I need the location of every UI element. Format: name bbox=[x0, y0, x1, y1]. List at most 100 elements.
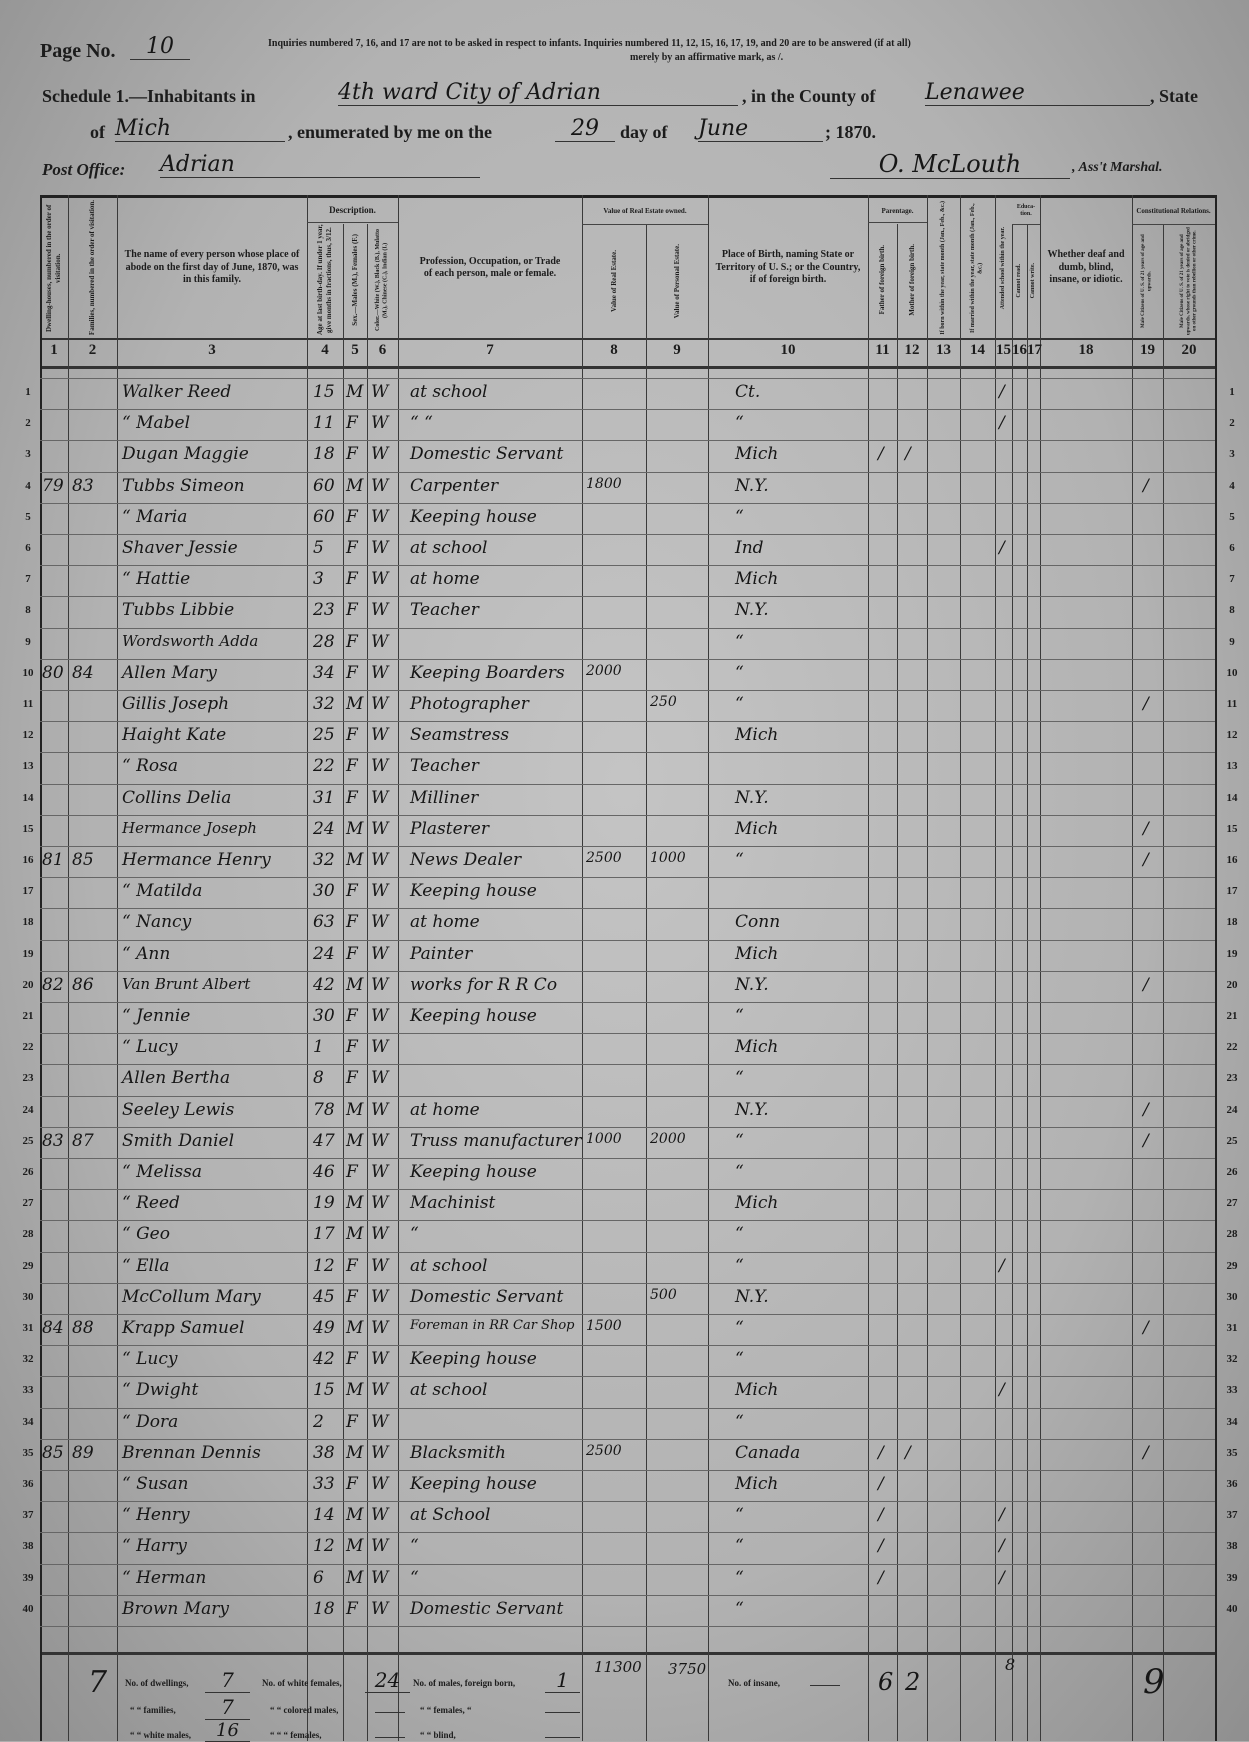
line-number-right: 28 bbox=[1226, 1228, 1238, 1241]
totals-rule bbox=[40, 1652, 1215, 1655]
school-mark: / bbox=[999, 1536, 1005, 1557]
citizen-mark: / bbox=[1143, 1099, 1149, 1120]
occupation: “ bbox=[410, 1567, 419, 1588]
col-13-header: If born within the year, state month (Ja… bbox=[939, 201, 946, 335]
birthplace: “ bbox=[735, 1411, 744, 1432]
line-number-left: 27 bbox=[22, 1197, 34, 1210]
occupation: Painter bbox=[410, 943, 473, 964]
citizen-mark: / bbox=[1143, 974, 1149, 995]
age: 28 bbox=[313, 631, 335, 652]
age: 24 bbox=[313, 943, 335, 964]
occupation: Carpenter bbox=[410, 475, 499, 496]
sex: M bbox=[346, 1442, 364, 1463]
occupation: at school bbox=[410, 1255, 488, 1276]
row-rule bbox=[40, 721, 1215, 722]
row-rule bbox=[40, 1595, 1215, 1596]
column-rule bbox=[995, 195, 996, 1741]
row-rule bbox=[40, 1314, 1215, 1315]
line-number-right: 36 bbox=[1226, 1478, 1238, 1490]
row-rule bbox=[40, 1127, 1215, 1128]
line-number-left: 17 bbox=[22, 885, 34, 898]
col-9-header: Value of Personal Estate. bbox=[672, 243, 681, 319]
row-rule bbox=[40, 752, 1215, 753]
line-number-left: 26 bbox=[22, 1166, 34, 1178]
family-number: 88 bbox=[72, 1318, 94, 1338]
real-estate-value: 2500 bbox=[586, 1442, 622, 1459]
column-rule bbox=[1163, 224, 1164, 1741]
person-name: “ Harry bbox=[122, 1536, 187, 1557]
color: W bbox=[371, 881, 389, 902]
day-of-label: day of bbox=[620, 122, 668, 142]
line-number-right: 21 bbox=[1226, 1010, 1238, 1022]
father-foreign-mark: / bbox=[878, 1505, 884, 1526]
color: W bbox=[371, 725, 389, 746]
school-mark: / bbox=[999, 1380, 1005, 1401]
birthplace: Mich bbox=[735, 1037, 779, 1058]
person-name: Van Brunt Albert bbox=[122, 974, 251, 993]
sex: F bbox=[346, 600, 358, 621]
person-name: “ Ella bbox=[122, 1255, 170, 1276]
color: W bbox=[371, 1318, 389, 1338]
col-1-header: Dwelling-houses, numbered in the order o… bbox=[45, 204, 62, 332]
person-name: McCollum Mary bbox=[122, 1286, 261, 1307]
color: W bbox=[371, 444, 389, 465]
column-number: 9 bbox=[673, 342, 681, 358]
color: W bbox=[371, 1598, 389, 1619]
color: W bbox=[371, 1037, 389, 1058]
citizen-mark: / bbox=[1143, 1318, 1149, 1338]
line-number-left: 28 bbox=[22, 1228, 34, 1241]
person-name: Hermance Henry bbox=[122, 850, 271, 870]
foreign-females-blank bbox=[545, 1712, 580, 1713]
age: 18 bbox=[313, 1598, 335, 1619]
col-7-header: Profession, Occupation, or Trade of each… bbox=[419, 255, 561, 280]
column-number: 8 bbox=[610, 342, 618, 358]
dwellings-label: No. of dwellings, bbox=[125, 1678, 189, 1688]
color: W bbox=[371, 600, 389, 621]
line-number-right: 32 bbox=[1226, 1353, 1238, 1366]
column-number: 11 bbox=[875, 342, 890, 358]
instructions-line1: Inquiries numbered 7, 16, and 17 are not… bbox=[268, 38, 911, 49]
group-education: Educa-tion. bbox=[1012, 198, 1040, 225]
line-number-right: 1 bbox=[1229, 386, 1235, 398]
sex: M bbox=[346, 818, 364, 839]
line-number-right: 14 bbox=[1226, 791, 1238, 804]
birthplace: N.Y. bbox=[735, 787, 769, 808]
person-name: “ Lucy bbox=[122, 1037, 178, 1058]
sex: M bbox=[346, 1380, 364, 1401]
total-citizens: 9 bbox=[1143, 1662, 1165, 1702]
age: 47 bbox=[313, 1130, 335, 1151]
sex: F bbox=[346, 1474, 358, 1494]
line-number-left: 22 bbox=[22, 1041, 34, 1054]
dwelling-number: 81 bbox=[42, 850, 64, 870]
row-rule bbox=[40, 784, 1215, 785]
age: 34 bbox=[313, 662, 335, 683]
family-number: 86 bbox=[72, 974, 94, 995]
birthplace: N.Y. bbox=[735, 974, 769, 995]
column-rule bbox=[68, 195, 69, 1741]
column-rule bbox=[1027, 224, 1028, 1741]
age: 18 bbox=[313, 444, 335, 465]
line-number-right: 19 bbox=[1226, 947, 1238, 960]
sex: M bbox=[346, 694, 364, 714]
occupation: at school bbox=[410, 538, 488, 558]
line-number-left: 25 bbox=[22, 1134, 34, 1147]
age: 78 bbox=[313, 1099, 335, 1120]
column-rule bbox=[117, 195, 118, 1741]
column-number: 18 bbox=[1078, 342, 1094, 358]
sex: F bbox=[346, 1037, 358, 1058]
family-number: 84 bbox=[72, 662, 94, 683]
person-name: Tubbs Simeon bbox=[122, 475, 245, 496]
line-number-right: 20 bbox=[1226, 978, 1238, 991]
age: 30 bbox=[313, 1006, 335, 1026]
line-number-right: 40 bbox=[1226, 1602, 1238, 1615]
line-number-right: 7 bbox=[1229, 573, 1235, 586]
sex: M bbox=[346, 1567, 364, 1588]
row-rule bbox=[40, 1002, 1215, 1003]
person-name: “ Maria bbox=[122, 506, 188, 527]
age: 33 bbox=[313, 1474, 335, 1494]
occupation: Keeping house bbox=[410, 1474, 537, 1494]
personal-estate-value: 1000 bbox=[650, 850, 686, 866]
line-number-right: 3 bbox=[1229, 448, 1235, 461]
table-top-rule bbox=[40, 195, 1215, 198]
occupation: Keeping house bbox=[410, 1006, 537, 1026]
